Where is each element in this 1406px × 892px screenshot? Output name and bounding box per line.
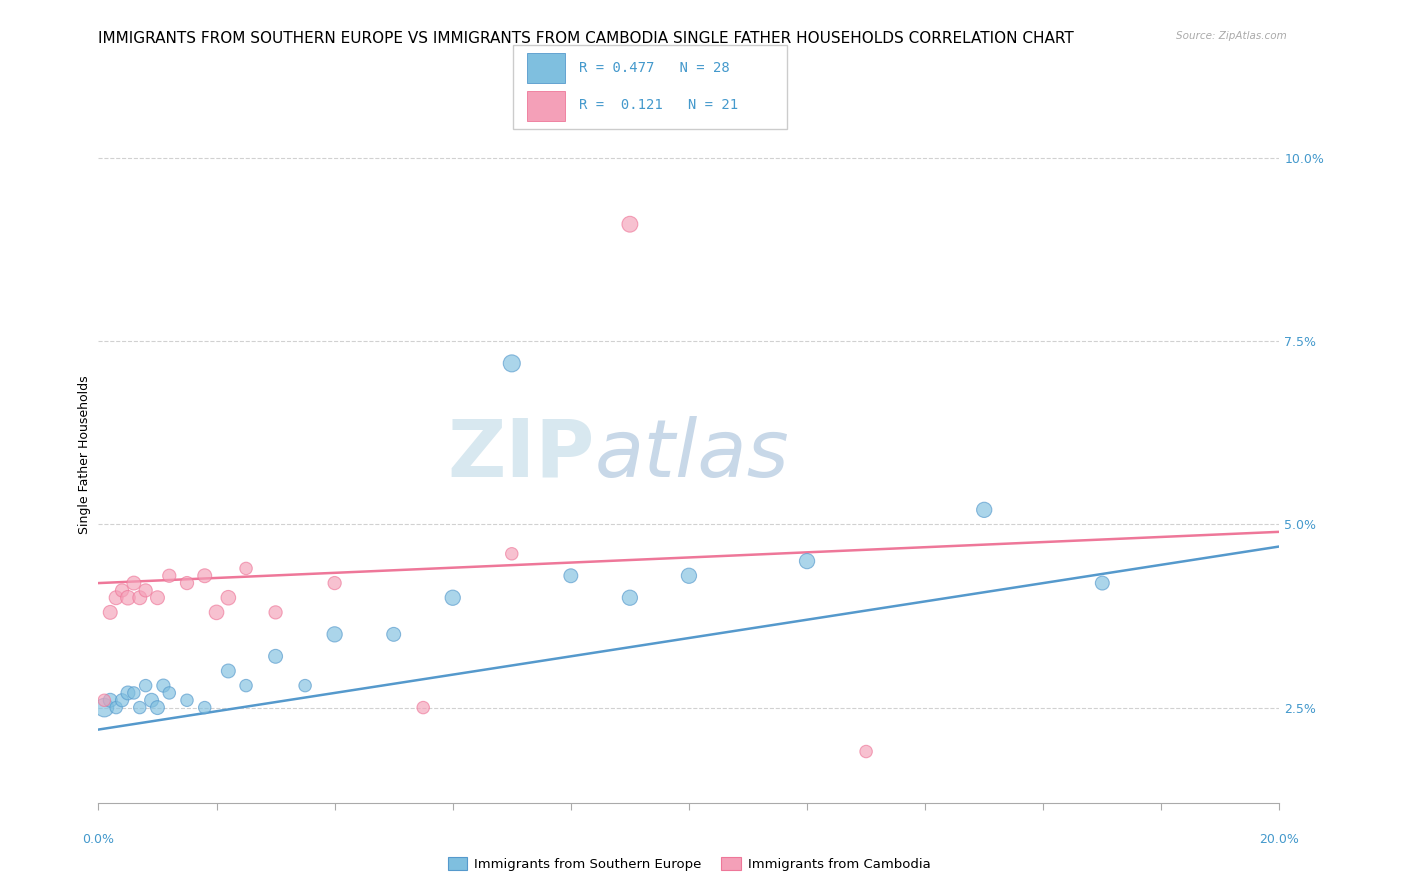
Point [560, 568, 582, 582]
Point [205, 606, 228, 620]
FancyBboxPatch shape [527, 54, 565, 83]
Point [111, 693, 134, 707]
Point [264, 606, 287, 620]
Point [501, 547, 523, 561]
FancyBboxPatch shape [513, 45, 787, 129]
Point [117, 591, 139, 605]
Point [412, 700, 434, 714]
Point [294, 679, 316, 693]
Point [105, 700, 128, 714]
Text: IMMIGRANTS FROM SOUTHERN EUROPE VS IMMIGRANTS FROM CAMBODIA SINGLE FATHER HOUSEH: IMMIGRANTS FROM SOUTHERN EUROPE VS IMMIG… [98, 31, 1074, 46]
Point [146, 700, 169, 714]
Point [264, 649, 287, 664]
Text: 0.0%: 0.0% [83, 833, 114, 846]
Point [194, 568, 217, 582]
Point [323, 627, 346, 641]
Point [441, 591, 464, 605]
Point [678, 568, 700, 582]
Point [93, 700, 115, 714]
Point [235, 561, 257, 575]
Point [122, 576, 145, 591]
Legend: Immigrants from Southern Europe, Immigrants from Cambodia: Immigrants from Southern Europe, Immigra… [443, 852, 935, 876]
Point [152, 679, 174, 693]
Point [111, 583, 134, 598]
Point [235, 679, 257, 693]
Point [176, 693, 198, 707]
Point [128, 700, 150, 714]
Point [194, 700, 217, 714]
Y-axis label: Single Father Households: Single Father Households [79, 376, 91, 534]
Point [141, 693, 163, 707]
Point [217, 591, 239, 605]
Point [619, 591, 641, 605]
Point [135, 679, 157, 693]
Point [323, 576, 346, 591]
Text: 20.0%: 20.0% [1260, 833, 1299, 846]
Point [128, 591, 150, 605]
Point [105, 591, 128, 605]
Point [382, 627, 405, 641]
Point [855, 745, 877, 759]
Point [146, 591, 169, 605]
Point [1091, 576, 1114, 591]
Point [93, 693, 115, 707]
FancyBboxPatch shape [527, 91, 565, 120]
Text: ZIP: ZIP [447, 416, 595, 494]
Text: R =  0.121   N = 21: R = 0.121 N = 21 [579, 98, 738, 112]
Point [157, 686, 180, 700]
Point [501, 356, 523, 370]
Text: Source: ZipAtlas.com: Source: ZipAtlas.com [1175, 31, 1286, 41]
Point [135, 583, 157, 598]
Point [157, 568, 180, 582]
Point [98, 606, 121, 620]
Text: R = 0.477   N = 28: R = 0.477 N = 28 [579, 61, 730, 75]
Point [619, 217, 641, 231]
Point [98, 693, 121, 707]
Point [217, 664, 239, 678]
Point [176, 576, 198, 591]
Point [117, 686, 139, 700]
Point [796, 554, 818, 568]
Point [973, 503, 995, 517]
Point [122, 686, 145, 700]
Text: atlas: atlas [595, 416, 789, 494]
